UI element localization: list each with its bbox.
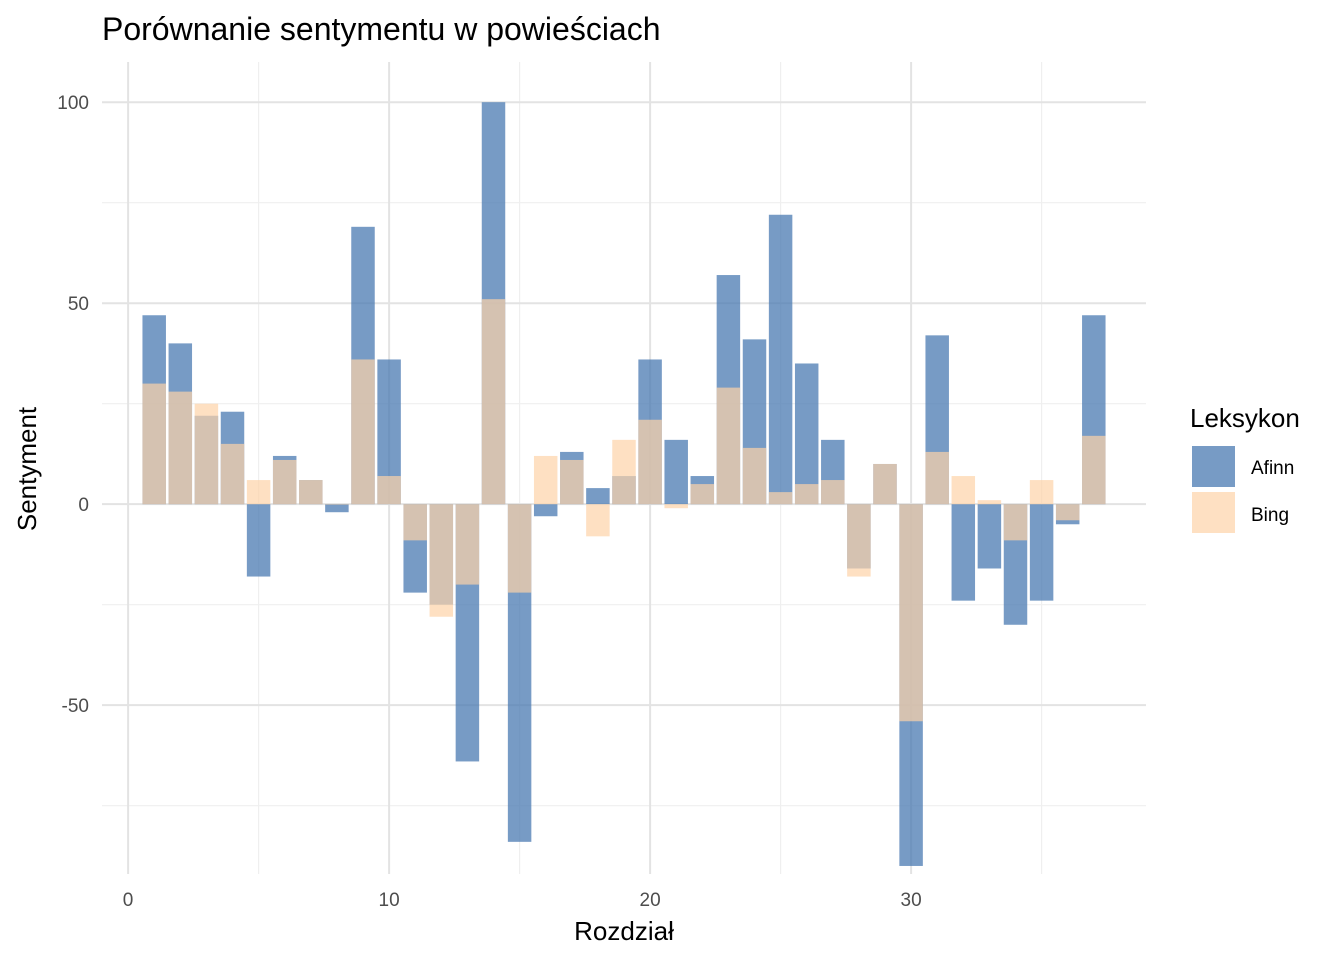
- bar-afinn-16: [533, 504, 558, 517]
- bar-bing-31: [925, 451, 949, 505]
- bar-bing-8: [325, 504, 349, 505]
- bar-bing-4: [220, 443, 245, 505]
- bar-afinn-32: [951, 504, 976, 601]
- x-tick-label: 20: [640, 890, 661, 911]
- bar-bing-32: [951, 476, 976, 505]
- bar-bing-14: [481, 299, 506, 505]
- bar-bing-27: [821, 480, 845, 505]
- bar-bing-34: [1003, 504, 1028, 541]
- legend-swatch-afinn: [1192, 446, 1235, 487]
- bar-bing-3: [194, 403, 219, 505]
- bar-bing-26: [794, 484, 819, 505]
- legend-title: Leksykon: [1190, 403, 1300, 433]
- bar-bing-15: [507, 504, 532, 593]
- y-tick-label: 0: [78, 495, 89, 516]
- bar-afinn-35: [1029, 504, 1054, 601]
- bar-bing-36: [1055, 504, 1080, 521]
- y-axis-ticks: -50 0 50 100: [57, 93, 89, 717]
- bar-bing-16: [533, 455, 558, 505]
- bar-bing-9: [351, 359, 375, 505]
- bar-bing-17: [560, 459, 584, 505]
- x-tick-label: 10: [379, 890, 400, 911]
- bar-bing-23: [716, 387, 741, 505]
- bar-afinn-33: [977, 504, 1002, 569]
- bar-bing-6: [272, 459, 297, 505]
- bar-bing-2: [168, 391, 193, 505]
- bar-bing-5: [246, 480, 271, 505]
- bar-bing-22: [690, 484, 715, 505]
- bar-afinn-21: [664, 439, 688, 505]
- chart-title: Porównanie sentymentu w powieściach: [102, 11, 661, 47]
- bar-bing-33: [977, 500, 1002, 505]
- bar-afinn-18: [586, 488, 610, 505]
- x-tick-label: 0: [123, 890, 134, 911]
- bar-bing-11: [403, 504, 427, 541]
- y-tick-label: 50: [68, 294, 89, 315]
- bar-afinn-25: [768, 214, 793, 505]
- y-axis-title: Sentyment: [12, 406, 42, 531]
- bar-afinn-26: [794, 363, 819, 505]
- legend-label-afinn: Afinn: [1251, 458, 1294, 479]
- bar-bing-18: [586, 504, 610, 537]
- x-axis-title: Rozdział: [574, 916, 674, 946]
- bar-bing-29: [873, 463, 897, 505]
- series-bing: [142, 299, 1106, 722]
- legend-swatch-bing: [1192, 492, 1235, 533]
- bar-bing-13: [455, 504, 480, 585]
- bar-bing-10: [377, 476, 401, 505]
- bar-bing-37: [1082, 435, 1106, 505]
- x-tick-label: 30: [901, 890, 922, 911]
- bar-bing-20: [638, 419, 662, 505]
- bar-afinn-10: [377, 359, 401, 505]
- bar-bing-1: [142, 383, 166, 505]
- bar-bing-35: [1029, 480, 1054, 505]
- y-tick-label: -50: [62, 696, 89, 717]
- bar-bing-12: [429, 504, 454, 617]
- bar-bing-7: [299, 480, 323, 505]
- bar-afinn-5: [246, 504, 271, 577]
- bar-bing-19: [612, 439, 636, 505]
- bar-bing-25: [768, 492, 793, 505]
- legend-label-bing: Bing: [1251, 505, 1289, 526]
- x-axis-ticks: 0 10 20 30: [123, 890, 922, 911]
- bar-bing-28: [847, 504, 871, 577]
- y-tick-label: 100: [57, 93, 89, 114]
- bar-bing-24: [742, 447, 767, 505]
- bar-bing-21: [664, 504, 688, 509]
- bar-bing-30: [899, 504, 923, 722]
- bar-afinn-8: [325, 504, 349, 513]
- legend: Leksykon Afinn Bing: [1190, 403, 1300, 533]
